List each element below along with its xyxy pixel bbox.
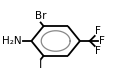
Text: H₂N: H₂N: [2, 36, 22, 46]
Text: Br: Br: [35, 11, 46, 21]
Text: F: F: [95, 26, 101, 36]
Text: I: I: [39, 60, 42, 70]
Text: F: F: [99, 36, 105, 46]
Text: F: F: [95, 46, 101, 56]
